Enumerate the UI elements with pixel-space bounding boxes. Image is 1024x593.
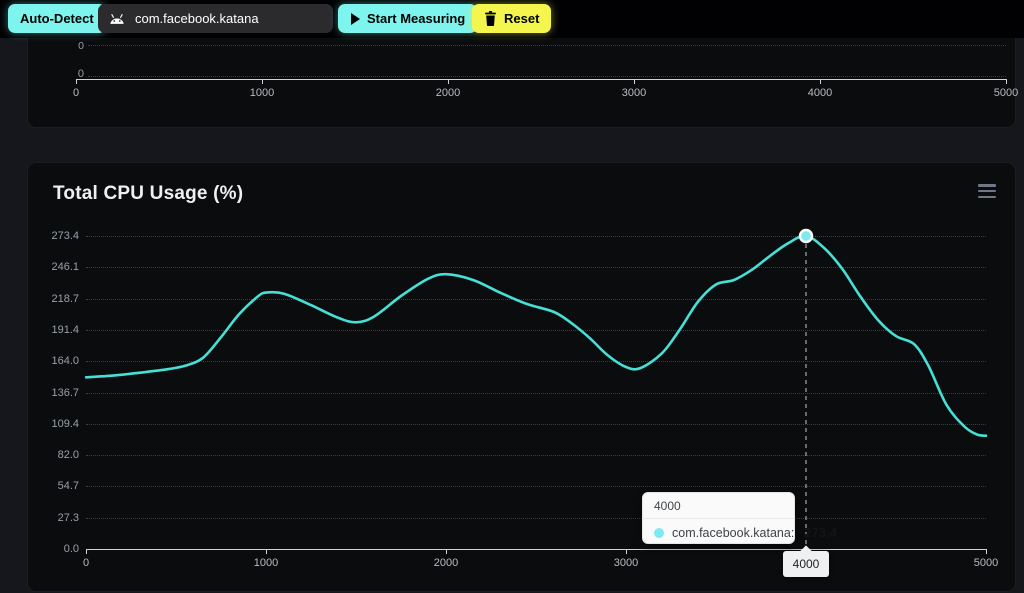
x-tick-label: 0 — [72, 87, 80, 99]
gridline — [88, 76, 1006, 77]
axis-tick — [262, 79, 263, 84]
cpu-line-chart[interactable] — [28, 163, 1017, 593]
axis-tick — [626, 549, 627, 554]
axis-tick — [86, 549, 87, 554]
gridline — [86, 486, 986, 488]
gridline — [86, 361, 986, 363]
tooltip-value: 273.4 — [804, 525, 837, 540]
y-tick-label: 136.7 — [51, 386, 79, 399]
axis-tick — [76, 79, 77, 84]
x-axis-line — [76, 79, 1006, 80]
gridline — [86, 423, 986, 425]
cpu-usage-card: Total CPU Usage (%) 273.4 246.1 218.7 191.4… — [27, 162, 1016, 592]
gridline — [86, 298, 986, 300]
axis-tick — [634, 79, 635, 84]
axis-tick — [446, 549, 447, 554]
gridline — [86, 455, 986, 457]
chart-menu-icon[interactable] — [978, 184, 996, 198]
y-tick-label: 0 — [77, 68, 84, 80]
package-input-wrapper — [98, 4, 333, 33]
chart-title: Total CPU Usage (%) — [53, 183, 244, 204]
package-input[interactable] — [135, 11, 323, 26]
android-icon — [110, 13, 124, 24]
x-tick-label: 5000 — [993, 87, 1019, 99]
gridline — [86, 517, 986, 519]
reset-button[interactable]: Reset — [472, 4, 552, 33]
y-tick-label: 0.0 — [63, 543, 79, 555]
y-tick-label: 164.0 — [51, 355, 79, 368]
x-tick-label: 5000 — [973, 557, 999, 569]
x-tick-label: 4000 — [807, 87, 833, 99]
y-tick-label: 273.4 — [51, 230, 79, 242]
axis-tick — [986, 549, 987, 554]
tooltip-header: 4000 — [643, 493, 794, 519]
series-marker-dot — [654, 527, 664, 538]
gridline — [86, 329, 986, 331]
x-tick-label: 3000 — [621, 87, 647, 99]
y-tick-label: 27.3 — [57, 511, 79, 524]
y-tick-label: 218.7 — [51, 292, 79, 305]
gridline — [86, 236, 986, 237]
axis-pointer-label: 4000 — [783, 551, 829, 577]
x-tick-label: 2000 — [435, 87, 461, 99]
y-tick-label: 82.0 — [57, 449, 79, 462]
tooltip-series-label: com.facebook.katana: — [672, 525, 795, 540]
y-tick-label: 246.1 — [51, 261, 79, 274]
trash-icon — [485, 11, 496, 26]
toolbar: Auto-Detect Start Measuring Reset — [0, 0, 1024, 38]
gridline — [88, 45, 1006, 46]
y-tick-label: 191.4 — [51, 323, 79, 336]
x-tick-label: 0 — [82, 557, 90, 569]
axis-tick — [1006, 79, 1007, 84]
axis-tick — [820, 79, 821, 84]
x-tick-label: 2000 — [433, 557, 459, 569]
x-tick-label: 3000 — [613, 557, 639, 569]
play-icon — [351, 12, 360, 25]
cpu-usage-line — [84, 234, 988, 437]
y-tick-label: 109.4 — [51, 417, 79, 430]
x-tick-label: 1000 — [249, 87, 275, 99]
x-tick-label: 1000 — [253, 557, 279, 569]
highlighted-data-point[interactable] — [798, 228, 814, 244]
gridline — [86, 392, 986, 394]
gridline — [86, 267, 986, 269]
auto-detect-button[interactable]: Auto-Detect — [8, 4, 106, 33]
x-axis-line — [86, 549, 986, 550]
chart-tooltip: 4000 com.facebook.katana: 273.4 — [642, 492, 837, 544]
axis-tick — [266, 549, 267, 554]
start-measuring-button[interactable]: Start Measuring — [338, 4, 478, 33]
y-tick-label: 0 — [78, 40, 84, 52]
y-tick-label: 54.7 — [57, 480, 79, 493]
axis-tick — [448, 79, 449, 84]
